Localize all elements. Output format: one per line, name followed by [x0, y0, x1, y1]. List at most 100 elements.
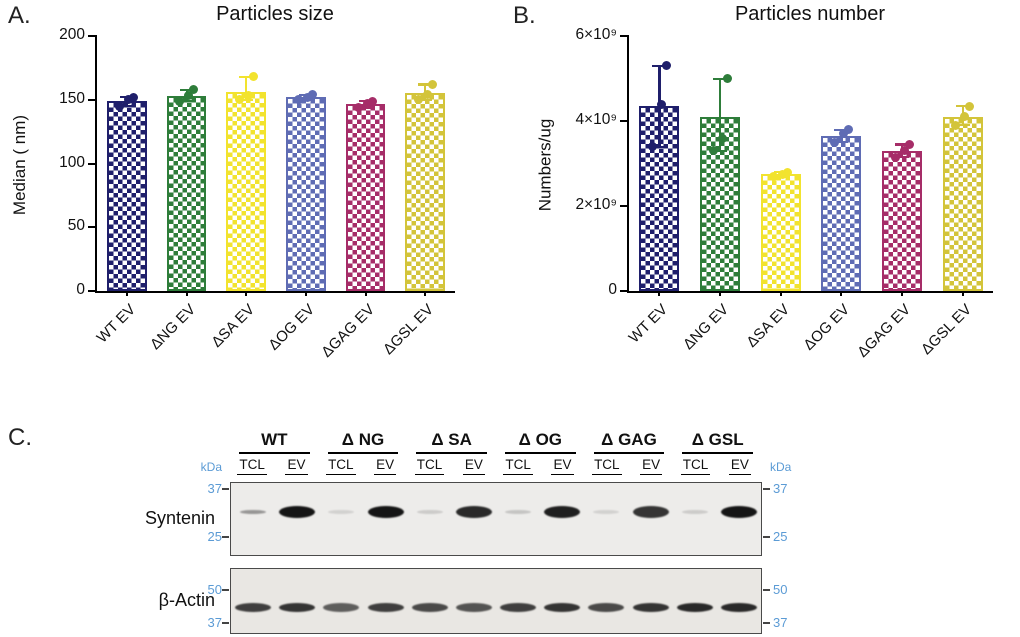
- error-bar-cap: [955, 105, 970, 108]
- data-point: [960, 112, 970, 122]
- bar-ΔSA EV: [760, 174, 801, 291]
- band-ΔGSL-TCL: [676, 602, 713, 612]
- kda-marker-label: 25: [207, 528, 222, 544]
- y-tick: [620, 205, 629, 208]
- kda-marker-tick: [763, 622, 770, 624]
- y-tick-label: 150: [59, 89, 85, 107]
- beta-actin-blot-image: [230, 568, 762, 634]
- syntenin-blot-row: Syntenin 37 37 25 25: [0, 481, 1020, 558]
- band-ΔGSL-TCL: [681, 509, 708, 514]
- y-tick-label: 50: [67, 217, 85, 235]
- lane-label: TCL: [585, 457, 629, 477]
- lane-label: EV: [540, 457, 584, 477]
- panel-b-y-axis-label-text: Numbers/ug: [535, 118, 555, 211]
- sublane-label: TCL: [503, 457, 533, 475]
- beta-actin-blot-row: β-Actin 50 50 37 37: [0, 568, 1020, 636]
- data-point: [368, 96, 377, 106]
- lane-group-header: Δ NG: [319, 430, 408, 454]
- data-point: [951, 120, 961, 130]
- x-tick: [245, 291, 248, 296]
- data-point: [647, 142, 657, 151]
- panel-b-label: B.: [513, 2, 536, 29]
- x-tick: [779, 291, 782, 296]
- panel-c-label: C.: [8, 424, 32, 451]
- sublane-label: TCL: [414, 457, 445, 475]
- kda-marker-tick: [222, 588, 229, 591]
- data-point: [363, 99, 372, 109]
- band-ΔGAG-EV: [632, 505, 669, 518]
- bar-ΔSA EV: [226, 92, 266, 291]
- data-point: [422, 90, 432, 100]
- sublane-label: EV: [374, 457, 397, 475]
- data-point: [829, 137, 839, 147]
- data-point: [308, 90, 318, 100]
- y-tick: [620, 290, 629, 293]
- data-point: [843, 125, 853, 134]
- lane-group-header: Δ GAG: [585, 430, 674, 454]
- data-point: [248, 72, 258, 82]
- blot-name-syntenin: Syntenin: [144, 508, 215, 528]
- band-ΔSA-TCL: [416, 509, 443, 514]
- data-point: [427, 79, 437, 89]
- y-tick: [620, 120, 629, 123]
- sublane-label: EV: [728, 457, 751, 475]
- error-bar-cap: [955, 124, 970, 127]
- band-ΔSA-TCL: [411, 602, 448, 612]
- x-tick: [424, 291, 427, 296]
- data-point: [124, 95, 134, 105]
- x-tick: [304, 291, 307, 296]
- x-tick: [185, 291, 188, 296]
- error-bar: [245, 76, 248, 100]
- lane-label: EV: [452, 457, 496, 477]
- sublane-label: TCL: [592, 457, 622, 475]
- y-tick-label: 100: [59, 153, 85, 171]
- kda-unit-left: kDa: [200, 460, 222, 474]
- error-bar-cap: [418, 98, 433, 101]
- band-ΔNG-EV: [367, 505, 404, 518]
- x-tick: [719, 291, 721, 296]
- error-bar-cap: [713, 149, 727, 152]
- kda-marker-label: 25: [773, 528, 788, 544]
- data-point: [115, 101, 125, 111]
- data-point: [184, 91, 193, 101]
- data-point: [890, 152, 900, 162]
- band-ΔNG-TCL: [328, 509, 355, 514]
- data-point: [243, 91, 253, 101]
- band-ΔGAG-EV: [632, 602, 669, 612]
- data-point: [354, 102, 363, 112]
- y-tick: [88, 226, 97, 229]
- bar-ΔOG EV: [821, 135, 862, 291]
- kda-marker-label: 37: [207, 481, 222, 497]
- lane-label: TCL: [319, 457, 363, 477]
- error-bar-cap: [239, 98, 254, 101]
- bar-ΔGAG EV: [345, 103, 386, 291]
- error-bar-cap: [895, 156, 909, 159]
- panel-a: A. Particles size Median ( nm) 0 50 100 150…: [0, 0, 480, 400]
- y-tick: [620, 35, 629, 38]
- error-bar-cap: [418, 83, 433, 86]
- y-tick-label: 6×10⁹: [575, 26, 617, 43]
- band-WT-TCL: [240, 509, 267, 514]
- lane-label: TCL: [673, 457, 717, 477]
- band-ΔSA-EV: [455, 505, 492, 518]
- lane-label: EV: [629, 457, 673, 477]
- bar-ΔGSL EV: [405, 93, 445, 291]
- lane-group-header: Δ SA: [407, 430, 496, 454]
- band-ΔSA-EV: [455, 602, 492, 612]
- lane-label: EV: [363, 457, 407, 477]
- x-tick: [901, 291, 903, 296]
- panel-a-y-axis-label-text: Median ( nm): [10, 114, 30, 215]
- kda-marker-label: 50: [773, 581, 788, 597]
- error-bar-cap: [895, 143, 909, 146]
- data-point: [303, 92, 313, 102]
- x-tick: [658, 291, 661, 296]
- x-tick: [961, 291, 964, 296]
- band-ΔNG-EV: [367, 602, 404, 612]
- group-label: Δ OG: [504, 430, 576, 454]
- y-tick: [88, 162, 97, 165]
- sublane-label: TCL: [237, 457, 267, 475]
- error-bar-cap: [239, 75, 254, 78]
- data-point: [661, 61, 671, 71]
- sublane-label: EV: [462, 457, 485, 475]
